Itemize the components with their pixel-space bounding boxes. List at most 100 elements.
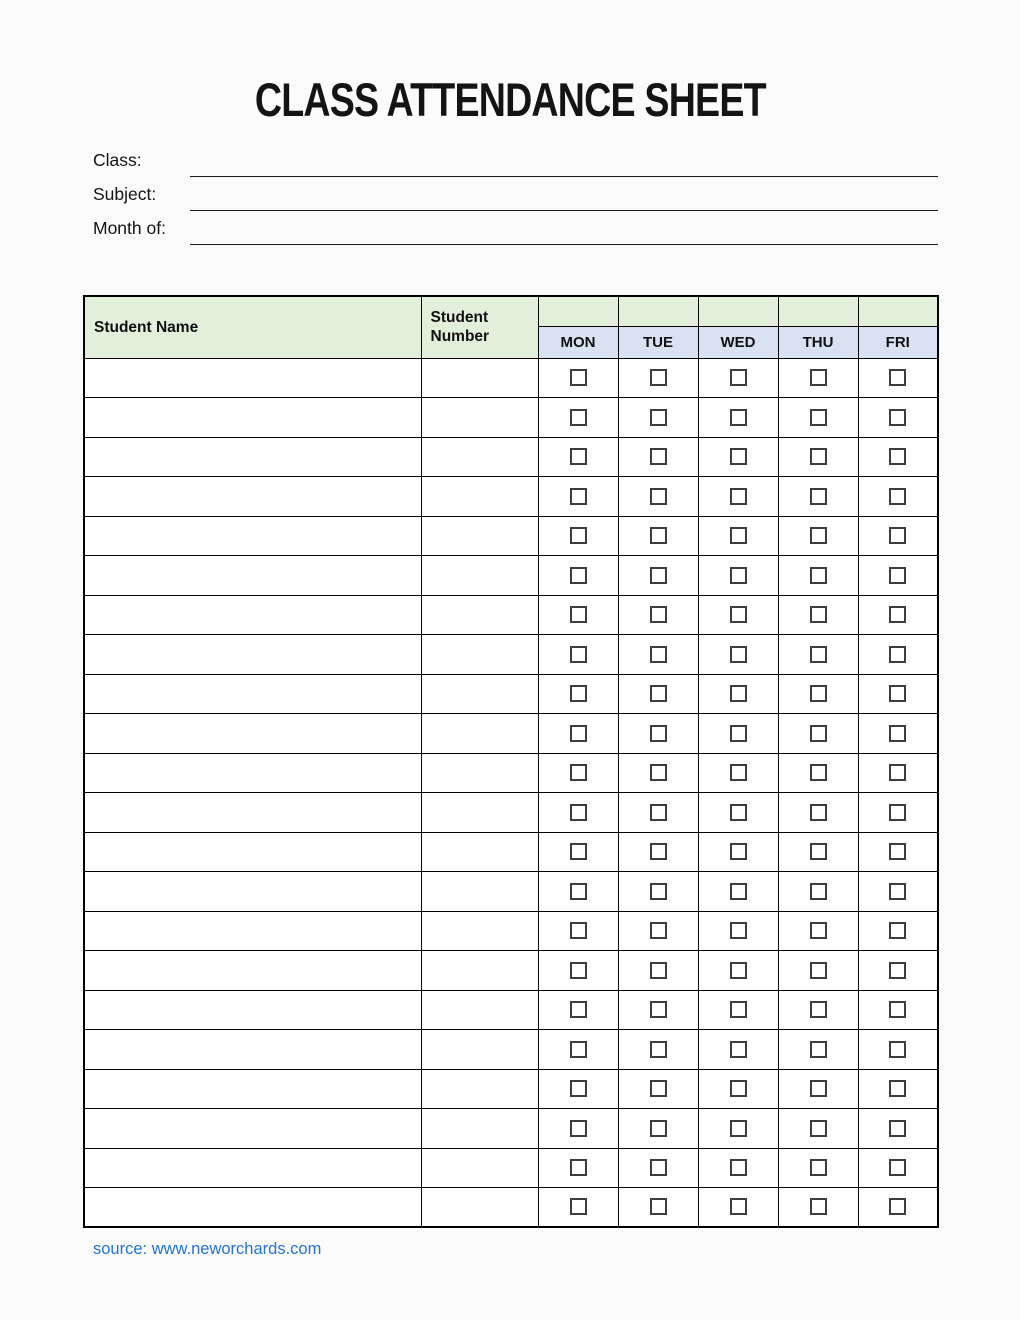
student-number-cell[interactable] xyxy=(420,752,539,793)
attendance-checkbox[interactable] xyxy=(889,606,907,624)
attendance-checkbox[interactable] xyxy=(889,882,907,900)
student-number-cell[interactable] xyxy=(420,673,539,714)
attendance-checkbox[interactable] xyxy=(809,448,827,466)
attendance-checkbox[interactable] xyxy=(889,369,907,387)
student-number-cell[interactable] xyxy=(420,1147,539,1188)
student-number-cell[interactable] xyxy=(420,515,539,556)
attendance-checkbox[interactable] xyxy=(809,1001,827,1019)
student-name-cell[interactable] xyxy=(83,555,422,596)
student-number-cell[interactable] xyxy=(420,634,539,675)
attendance-checkbox[interactable] xyxy=(649,448,667,466)
student-name-cell[interactable] xyxy=(83,634,422,675)
student-name-cell[interactable] xyxy=(83,950,422,991)
attendance-checkbox[interactable] xyxy=(569,1198,587,1216)
student-number-cell[interactable] xyxy=(420,713,539,754)
student-number-cell[interactable] xyxy=(420,476,539,517)
student-number-cell[interactable] xyxy=(420,831,539,872)
attendance-checkbox[interactable] xyxy=(889,408,907,426)
attendance-checkbox[interactable] xyxy=(569,566,587,584)
attendance-checkbox[interactable] xyxy=(809,369,827,387)
attendance-checkbox[interactable] xyxy=(649,408,667,426)
attendance-checkbox[interactable] xyxy=(729,566,747,584)
attendance-checkbox[interactable] xyxy=(889,566,907,584)
student-number-cell[interactable] xyxy=(420,910,539,951)
attendance-checkbox[interactable] xyxy=(649,1001,667,1019)
attendance-checkbox[interactable] xyxy=(809,606,827,624)
student-number-cell[interactable] xyxy=(420,871,539,912)
attendance-checkbox[interactable] xyxy=(889,1001,907,1019)
attendance-checkbox[interactable] xyxy=(809,1159,827,1177)
attendance-checkbox[interactable] xyxy=(649,803,667,821)
attendance-checkbox[interactable] xyxy=(569,408,587,426)
attendance-checkbox[interactable] xyxy=(569,843,587,861)
student-name-cell[interactable] xyxy=(83,476,422,517)
attendance-checkbox[interactable] xyxy=(889,685,907,703)
attendance-checkbox[interactable] xyxy=(729,1119,747,1137)
attendance-checkbox[interactable] xyxy=(649,961,667,979)
attendance-checkbox[interactable] xyxy=(569,448,587,466)
attendance-checkbox[interactable] xyxy=(729,1080,747,1098)
student-number-cell[interactable] xyxy=(420,1108,539,1149)
student-name-cell[interactable] xyxy=(83,436,422,477)
attendance-checkbox[interactable] xyxy=(729,1198,747,1216)
attendance-checkbox[interactable] xyxy=(889,724,907,742)
attendance-checkbox[interactable] xyxy=(889,527,907,545)
attendance-checkbox[interactable] xyxy=(649,1119,667,1137)
attendance-checkbox[interactable] xyxy=(569,527,587,545)
attendance-checkbox[interactable] xyxy=(649,566,667,584)
student-number-cell[interactable] xyxy=(420,792,539,833)
attendance-checkbox[interactable] xyxy=(809,922,827,940)
student-number-cell[interactable] xyxy=(420,989,539,1030)
attendance-checkbox[interactable] xyxy=(569,369,587,387)
student-number-cell[interactable] xyxy=(420,436,539,477)
student-name-cell[interactable] xyxy=(83,515,422,556)
attendance-checkbox[interactable] xyxy=(649,1159,667,1177)
attendance-checkbox[interactable] xyxy=(569,645,587,663)
student-number-cell[interactable] xyxy=(420,594,539,635)
attendance-checkbox[interactable] xyxy=(809,685,827,703)
attendance-checkbox[interactable] xyxy=(729,724,747,742)
attendance-checkbox[interactable] xyxy=(569,922,587,940)
attendance-checkbox[interactable] xyxy=(889,843,907,861)
attendance-checkbox[interactable] xyxy=(649,843,667,861)
attendance-checkbox[interactable] xyxy=(809,487,827,505)
attendance-checkbox[interactable] xyxy=(729,803,747,821)
attendance-checkbox[interactable] xyxy=(809,803,827,821)
attendance-checkbox[interactable] xyxy=(729,685,747,703)
attendance-checkbox[interactable] xyxy=(649,369,667,387)
attendance-checkbox[interactable] xyxy=(729,448,747,466)
attendance-checkbox[interactable] xyxy=(649,882,667,900)
attendance-checkbox[interactable] xyxy=(889,645,907,663)
attendance-checkbox[interactable] xyxy=(729,1040,747,1058)
student-number-cell[interactable] xyxy=(420,357,539,398)
attendance-checkbox[interactable] xyxy=(809,566,827,584)
attendance-checkbox[interactable] xyxy=(889,922,907,940)
student-name-cell[interactable] xyxy=(83,831,422,872)
attendance-checkbox[interactable] xyxy=(889,764,907,782)
student-number-cell[interactable] xyxy=(420,555,539,596)
attendance-checkbox[interactable] xyxy=(889,803,907,821)
attendance-checkbox[interactable] xyxy=(729,922,747,940)
attendance-checkbox[interactable] xyxy=(569,1001,587,1019)
attendance-checkbox[interactable] xyxy=(649,487,667,505)
attendance-checkbox[interactable] xyxy=(649,922,667,940)
student-name-cell[interactable] xyxy=(83,989,422,1030)
attendance-checkbox[interactable] xyxy=(729,527,747,545)
student-number-cell[interactable] xyxy=(420,1029,539,1070)
attendance-checkbox[interactable] xyxy=(569,724,587,742)
subject-input-line[interactable] xyxy=(190,210,938,211)
attendance-checkbox[interactable] xyxy=(729,487,747,505)
attendance-checkbox[interactable] xyxy=(729,843,747,861)
student-name-cell[interactable] xyxy=(83,1147,422,1188)
student-number-cell[interactable] xyxy=(420,1187,539,1228)
attendance-checkbox[interactable] xyxy=(809,645,827,663)
attendance-checkbox[interactable] xyxy=(809,882,827,900)
student-name-cell[interactable] xyxy=(83,792,422,833)
attendance-checkbox[interactable] xyxy=(889,487,907,505)
student-number-cell[interactable] xyxy=(420,397,539,438)
attendance-checkbox[interactable] xyxy=(809,408,827,426)
attendance-checkbox[interactable] xyxy=(569,606,587,624)
attendance-checkbox[interactable] xyxy=(569,1080,587,1098)
attendance-checkbox[interactable] xyxy=(889,1198,907,1216)
attendance-checkbox[interactable] xyxy=(729,1159,747,1177)
